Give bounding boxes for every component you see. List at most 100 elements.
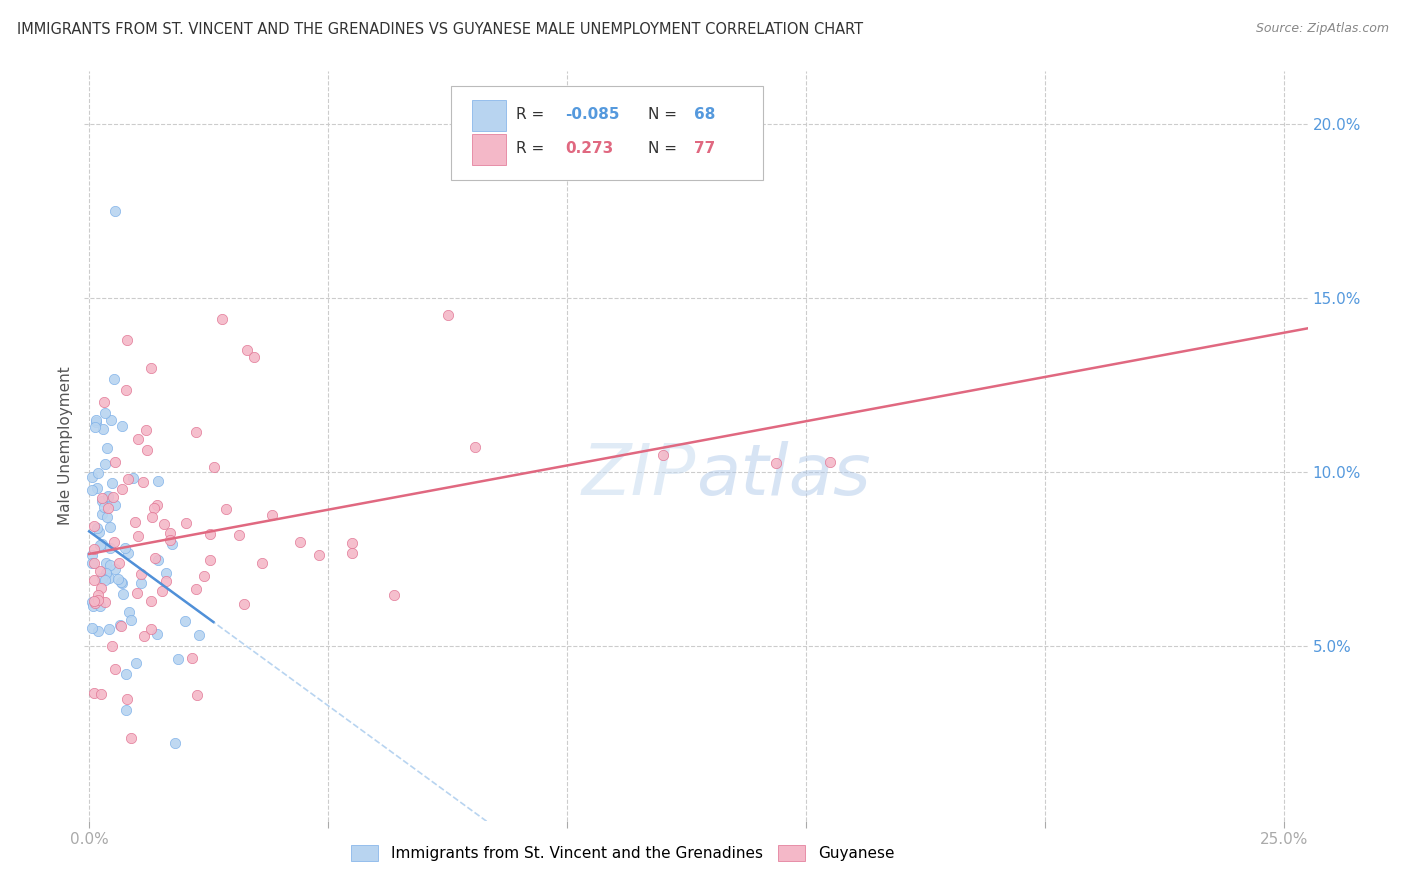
- Point: [146, 475, 169, 489]
- Text: Source: ZipAtlas.com: Source: ZipAtlas.com: [1256, 22, 1389, 36]
- Point: [96, 566, 118, 580]
- Point: [100, 541, 122, 556]
- Point: [103, 535, 125, 549]
- Point: [236, 343, 259, 358]
- Point: [103, 372, 125, 386]
- Point: [89, 564, 111, 578]
- Point: [91, 508, 114, 522]
- Point: [83, 542, 105, 557]
- Point: [145, 499, 167, 513]
- Point: [80, 470, 103, 484]
- Point: [118, 605, 141, 619]
- Text: 77: 77: [693, 141, 714, 156]
- Point: [290, 535, 312, 549]
- Point: [233, 597, 256, 611]
- Point: [80, 548, 103, 562]
- Point: [83, 519, 105, 533]
- Text: N =: N =: [648, 141, 682, 156]
- Point: [141, 360, 163, 375]
- Point: [104, 662, 127, 676]
- Text: N =: N =: [648, 107, 682, 122]
- Point: [101, 491, 124, 505]
- Point: [132, 629, 155, 643]
- Point: [174, 615, 197, 629]
- Point: [97, 490, 120, 504]
- Point: [159, 533, 181, 547]
- Text: 68: 68: [693, 107, 714, 122]
- Point: [91, 537, 114, 551]
- Point: [135, 423, 157, 437]
- Point: [84, 596, 107, 610]
- Point: [111, 419, 134, 434]
- Point: [139, 593, 162, 607]
- Point: [146, 627, 169, 641]
- Point: [83, 573, 105, 587]
- Point: [112, 587, 135, 601]
- Point: [83, 557, 105, 571]
- Point: [91, 494, 114, 508]
- Point: [108, 617, 131, 632]
- Point: [186, 425, 208, 440]
- Point: [215, 502, 238, 516]
- Point: [382, 588, 405, 602]
- Point: [117, 546, 139, 560]
- Bar: [472, 100, 506, 131]
- Point: [651, 448, 673, 462]
- Point: [436, 308, 458, 322]
- Point: [87, 588, 110, 602]
- Point: [125, 586, 148, 600]
- Point: [108, 556, 131, 570]
- Point: [153, 517, 176, 532]
- Point: [97, 489, 120, 503]
- Point: [86, 521, 108, 535]
- Point: [180, 651, 202, 665]
- Point: [96, 556, 118, 570]
- Point: [184, 582, 207, 596]
- Point: [104, 498, 127, 512]
- Point: [87, 524, 110, 539]
- Point: [127, 432, 149, 446]
- Point: [141, 623, 163, 637]
- Point: [93, 500, 115, 515]
- Text: IMMIGRANTS FROM ST. VINCENT AND THE GRENADINES VS GUYANESE MALE UNEMPLOYMENT COR: IMMIGRANTS FROM ST. VINCENT AND THE GREN…: [17, 22, 863, 37]
- Point: [94, 567, 117, 582]
- Point: [90, 491, 112, 505]
- Point: [101, 475, 124, 490]
- Point: [80, 621, 103, 635]
- Point: [84, 413, 107, 427]
- Point: [96, 509, 118, 524]
- Point: [340, 546, 363, 560]
- Point: [125, 656, 148, 670]
- Point: [136, 443, 159, 458]
- Point: [93, 395, 115, 409]
- Point: [124, 515, 146, 529]
- Point: [131, 575, 153, 590]
- Point: [111, 576, 134, 591]
- Point: [200, 552, 222, 566]
- Point: [120, 613, 142, 627]
- Point: [83, 685, 105, 699]
- Point: [90, 687, 112, 701]
- Point: [89, 599, 111, 613]
- Point: [260, 508, 283, 523]
- Point: [146, 552, 169, 566]
- Point: [115, 383, 138, 397]
- Point: [90, 572, 112, 586]
- FancyBboxPatch shape: [451, 87, 763, 180]
- Point: [340, 535, 363, 549]
- Point: [87, 466, 110, 480]
- Point: [97, 500, 120, 515]
- Text: R =: R =: [516, 107, 550, 122]
- Point: [187, 628, 209, 642]
- Point: [243, 351, 266, 365]
- Point: [129, 567, 152, 582]
- Point: [464, 440, 486, 454]
- Point: [80, 595, 103, 609]
- Point: [114, 667, 136, 681]
- Bar: [472, 134, 506, 165]
- Point: [127, 529, 149, 543]
- Point: [100, 558, 122, 572]
- Point: [100, 413, 122, 427]
- Point: [90, 581, 112, 595]
- Point: [91, 421, 114, 435]
